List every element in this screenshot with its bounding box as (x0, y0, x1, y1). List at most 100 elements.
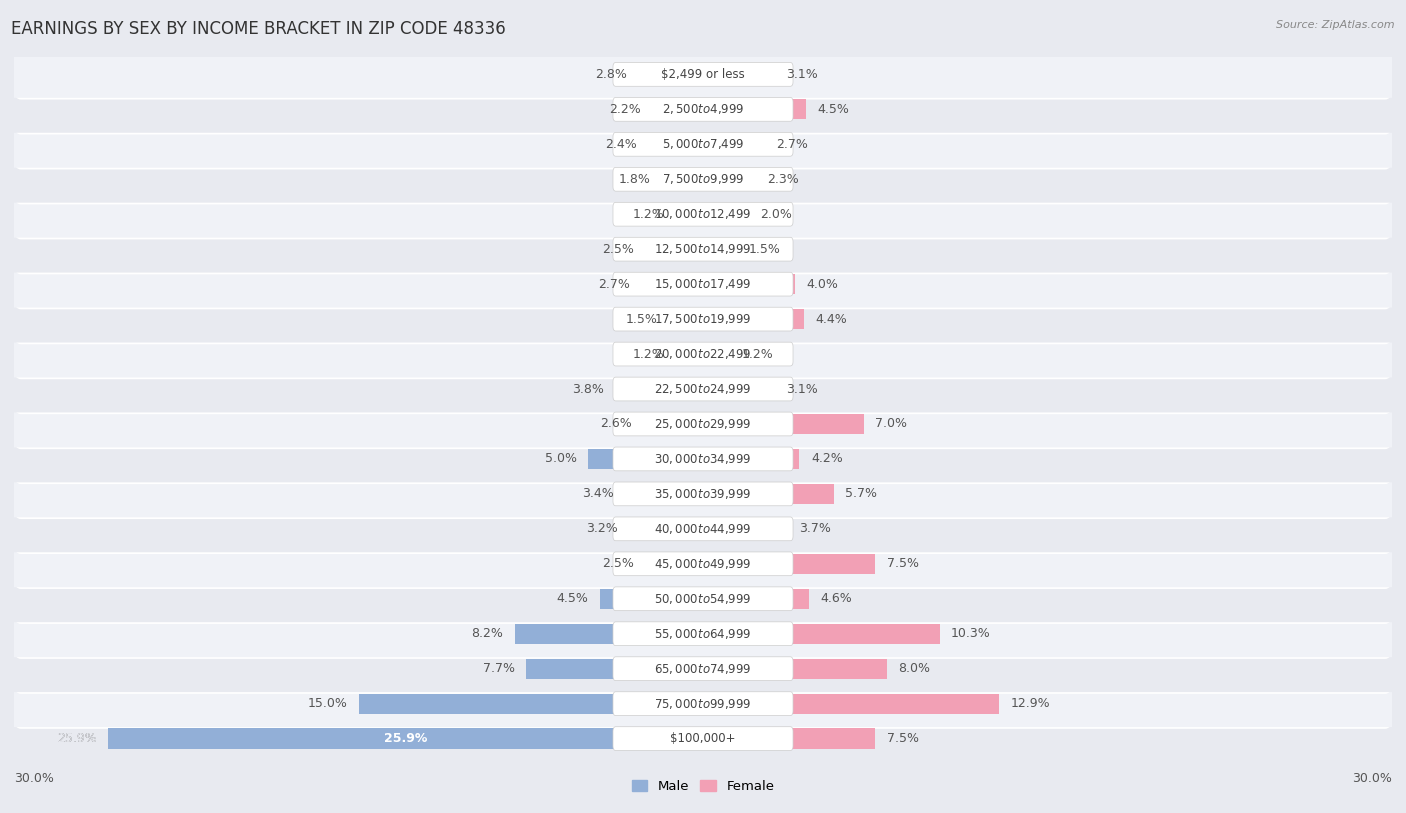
FancyBboxPatch shape (8, 506, 1398, 552)
FancyBboxPatch shape (14, 259, 1392, 309)
FancyBboxPatch shape (8, 471, 1398, 517)
Bar (588, 449, 703, 469)
Text: $17,500 to $19,999: $17,500 to $19,999 (654, 312, 752, 326)
Bar (703, 134, 765, 154)
Bar (703, 519, 787, 539)
Text: 2.7%: 2.7% (776, 138, 808, 150)
FancyBboxPatch shape (14, 504, 1392, 554)
Bar (645, 239, 703, 259)
Text: 1.2%: 1.2% (742, 348, 773, 360)
Bar (630, 519, 703, 539)
Text: 1.2%: 1.2% (633, 348, 664, 360)
FancyBboxPatch shape (14, 469, 1392, 519)
FancyBboxPatch shape (8, 51, 1398, 98)
FancyBboxPatch shape (14, 294, 1392, 344)
FancyBboxPatch shape (8, 156, 1398, 202)
Text: $45,000 to $49,999: $45,000 to $49,999 (654, 557, 752, 571)
Text: $5,000 to $7,499: $5,000 to $7,499 (662, 137, 744, 151)
Bar (703, 693, 1000, 714)
Text: $2,499 or less: $2,499 or less (661, 68, 745, 80)
Text: 25.9%: 25.9% (58, 733, 97, 745)
Text: 8.0%: 8.0% (898, 663, 931, 675)
Bar (648, 134, 703, 154)
Text: 2.6%: 2.6% (600, 418, 631, 430)
FancyBboxPatch shape (8, 541, 1398, 587)
Text: 7.7%: 7.7% (482, 663, 515, 675)
FancyBboxPatch shape (613, 98, 793, 121)
FancyBboxPatch shape (613, 517, 793, 541)
Bar (616, 379, 703, 399)
Bar (675, 344, 703, 364)
FancyBboxPatch shape (14, 539, 1392, 589)
Bar (359, 693, 703, 714)
Text: 2.5%: 2.5% (602, 243, 634, 255)
Bar (703, 274, 794, 294)
Text: $12,500 to $14,999: $12,500 to $14,999 (654, 242, 752, 256)
Text: 3.1%: 3.1% (786, 68, 817, 80)
Text: 7.0%: 7.0% (875, 418, 907, 430)
Text: 4.2%: 4.2% (811, 453, 842, 465)
FancyBboxPatch shape (8, 331, 1398, 377)
FancyBboxPatch shape (613, 133, 793, 156)
Bar (675, 204, 703, 224)
FancyBboxPatch shape (613, 692, 793, 715)
Bar (703, 99, 807, 120)
FancyBboxPatch shape (8, 680, 1398, 727)
Text: $40,000 to $44,999: $40,000 to $44,999 (654, 522, 752, 536)
Bar (644, 414, 703, 434)
FancyBboxPatch shape (613, 377, 793, 401)
Text: $55,000 to $64,999: $55,000 to $64,999 (654, 627, 752, 641)
Text: 2.8%: 2.8% (595, 68, 627, 80)
FancyBboxPatch shape (8, 226, 1398, 272)
Bar (662, 169, 703, 189)
Text: $30,000 to $34,999: $30,000 to $34,999 (654, 452, 752, 466)
Text: 2.5%: 2.5% (602, 558, 634, 570)
FancyBboxPatch shape (8, 715, 1398, 762)
FancyBboxPatch shape (8, 401, 1398, 447)
FancyBboxPatch shape (14, 224, 1392, 274)
Text: $50,000 to $54,999: $50,000 to $54,999 (654, 592, 752, 606)
Text: 8.2%: 8.2% (471, 628, 503, 640)
FancyBboxPatch shape (14, 679, 1392, 728)
Bar (703, 484, 834, 504)
Text: 2.0%: 2.0% (761, 208, 793, 220)
Bar (703, 344, 731, 364)
Bar (624, 484, 703, 504)
Text: 2.3%: 2.3% (768, 173, 799, 185)
Text: $20,000 to $22,499: $20,000 to $22,499 (654, 347, 752, 361)
Text: 12.9%: 12.9% (1011, 698, 1050, 710)
FancyBboxPatch shape (613, 342, 793, 366)
Bar (703, 659, 887, 679)
Text: 3.2%: 3.2% (586, 523, 619, 535)
Text: 1.2%: 1.2% (633, 208, 664, 220)
FancyBboxPatch shape (613, 552, 793, 576)
FancyBboxPatch shape (8, 576, 1398, 622)
Text: 30.0%: 30.0% (14, 772, 53, 785)
Text: 4.5%: 4.5% (818, 103, 849, 115)
Text: 10.3%: 10.3% (950, 628, 991, 640)
Text: 15.0%: 15.0% (307, 698, 347, 710)
Text: 5.0%: 5.0% (544, 453, 576, 465)
Bar (645, 554, 703, 574)
Text: 2.2%: 2.2% (609, 103, 641, 115)
Bar (703, 589, 808, 609)
Text: 3.7%: 3.7% (800, 523, 831, 535)
Text: 5.7%: 5.7% (845, 488, 877, 500)
FancyBboxPatch shape (613, 587, 793, 611)
Bar (703, 449, 800, 469)
Bar (652, 99, 703, 120)
FancyBboxPatch shape (14, 329, 1392, 379)
Text: 7.5%: 7.5% (887, 558, 918, 570)
Text: 30.0%: 30.0% (1353, 772, 1392, 785)
FancyBboxPatch shape (14, 120, 1392, 169)
FancyBboxPatch shape (14, 644, 1392, 693)
Bar (703, 309, 804, 329)
Text: EARNINGS BY SEX BY INCOME BRACKET IN ZIP CODE 48336: EARNINGS BY SEX BY INCOME BRACKET IN ZIP… (11, 20, 506, 38)
Text: 4.6%: 4.6% (820, 593, 852, 605)
Bar (641, 274, 703, 294)
FancyBboxPatch shape (613, 447, 793, 471)
FancyBboxPatch shape (14, 609, 1392, 659)
FancyBboxPatch shape (14, 434, 1392, 484)
Text: 2.7%: 2.7% (598, 278, 630, 290)
FancyBboxPatch shape (613, 412, 793, 436)
